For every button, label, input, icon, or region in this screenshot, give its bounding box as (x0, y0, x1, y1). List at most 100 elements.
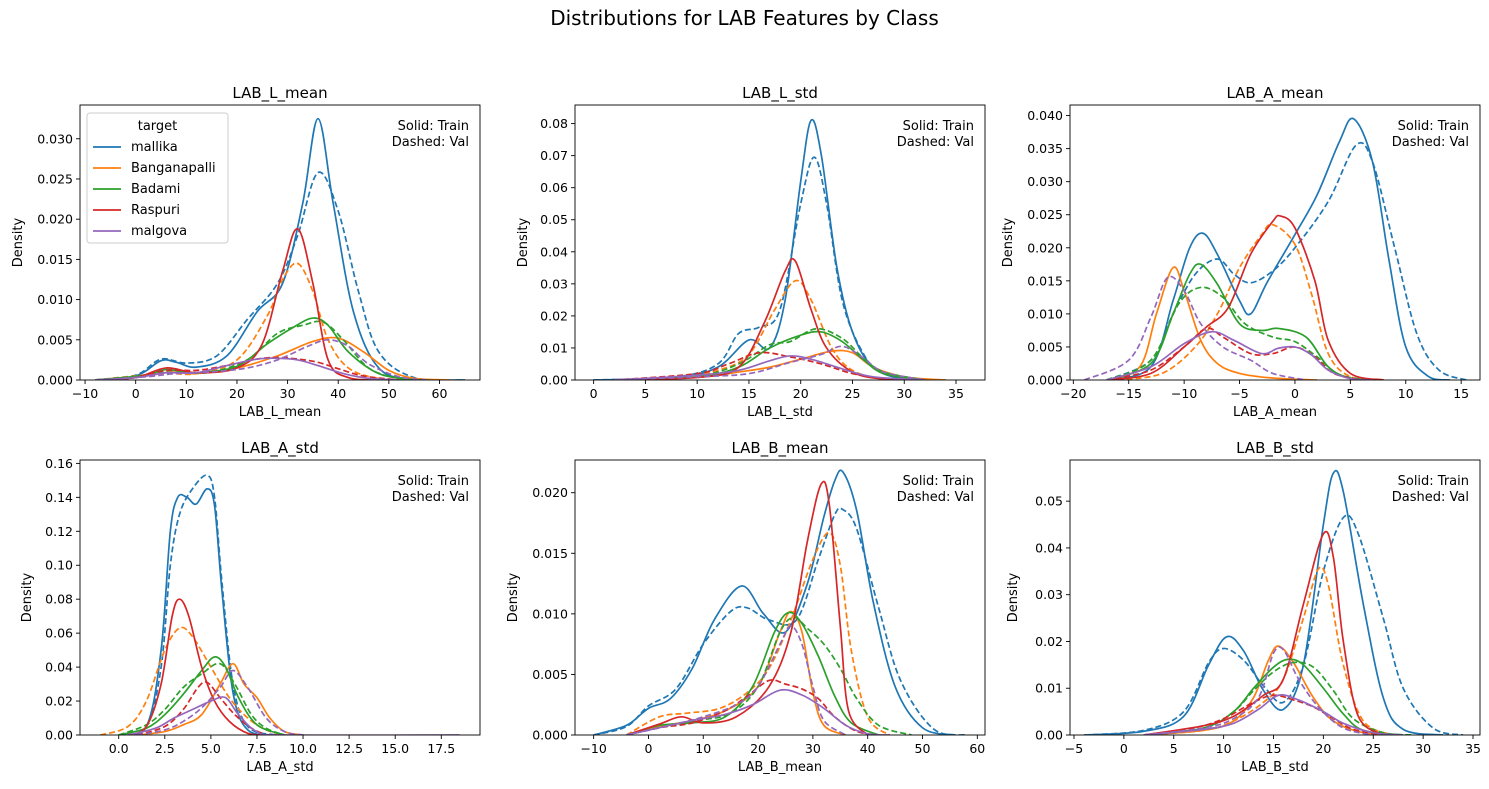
x-axis-label: LAB_A_mean (1233, 405, 1317, 420)
series-malgova-val (626, 625, 847, 735)
y-tick-label: 0.00 (1035, 728, 1063, 743)
series-Banganapalli-val (1143, 566, 1394, 735)
x-axis-label: LAB_A_std (246, 760, 313, 775)
series-mallika-val (593, 156, 926, 380)
series-Raspuri-val (614, 351, 925, 380)
legend-box (86, 112, 229, 244)
axes-frame (1069, 459, 1481, 736)
subplot-LAB_B_std: −5 0 5 10 15 20 25 30 35 0.00 0.01 0.02 0.03 0.04 0.05… (1006, 439, 1481, 775)
series-Badami-train (614, 330, 926, 380)
axes-frame (1069, 104, 1481, 381)
y-tick-label: 0.03 (540, 276, 568, 291)
series-Raspuri-train (95, 227, 379, 380)
series-malgova-val (95, 338, 430, 380)
split-annotation: Dashed: Val (1392, 135, 1469, 150)
x-tick-label: −10 (580, 741, 606, 756)
x-tick-label: 5 (1170, 741, 1178, 756)
y-tick-label: 0.015 (1027, 273, 1063, 288)
series-mallika-val (118, 474, 276, 735)
x-axis-label: LAB_B_std (1241, 760, 1308, 775)
x-tick-label: 17.5 (427, 741, 455, 756)
series-malgova-train (614, 355, 926, 380)
series-mallika-val (593, 507, 967, 735)
series-Raspuri-train (1143, 530, 1384, 735)
y-tick-label: 0.015 (532, 546, 568, 561)
x-tick-label: 20 (229, 386, 245, 401)
y-tick-label: 0.01 (540, 340, 568, 355)
y-tick-label: 0.040 (1027, 108, 1063, 123)
x-tick-label: 25 (845, 386, 861, 401)
legend-label: Raspuri (131, 203, 180, 218)
axes-frame (574, 459, 986, 736)
x-tick-label: 7.5 (247, 741, 267, 756)
y-tick-label: 0.02 (45, 694, 73, 709)
y-tick-label: 0.020 (532, 485, 568, 500)
y-tick-label: 0.000 (1027, 373, 1063, 388)
y-tick-label: 0.015 (37, 252, 73, 267)
x-tick-label: 5.0 (201, 741, 221, 756)
series-malgova-val (136, 669, 304, 735)
y-tick-label: 0.020 (1027, 240, 1063, 255)
x-tick-label: 20 (750, 741, 766, 756)
y-tick-label: 0.000 (532, 728, 568, 743)
y-tick-label: 0.025 (37, 171, 73, 186)
y-tick-label: 0.16 (45, 456, 73, 471)
series-Banganapalli-val (100, 626, 285, 735)
x-tick-label: 5 (641, 386, 649, 401)
series-malgova-train (95, 357, 400, 380)
series-Raspuri-train (1106, 214, 1384, 380)
x-axis-label: LAB_B_mean (738, 760, 822, 775)
split-annotation: Solid: Train (903, 119, 974, 134)
series-malgova-val (1143, 646, 1374, 735)
x-tick-label: 5 (1346, 386, 1354, 401)
x-tick-label: 60 (432, 386, 448, 401)
y-tick-label: 0.14 (45, 490, 73, 505)
series-malgova-train (1106, 330, 1373, 380)
y-axis-label: Density (11, 217, 26, 267)
x-tick-label: 25 (1365, 741, 1381, 756)
series-Badami-val (614, 327, 926, 380)
series-malgova-train (1143, 694, 1404, 735)
x-tick-label: 15 (1266, 741, 1282, 756)
y-tick-label: 0.04 (540, 244, 568, 259)
x-axis-label: LAB_L_mean (239, 405, 321, 420)
series-Banganapalli-val (626, 531, 891, 735)
y-tick-label: 0.025 (1027, 207, 1063, 222)
x-axis-label: LAB_L_std (747, 405, 813, 420)
split-annotation: Dashed: Val (897, 490, 974, 505)
x-tick-label: −10 (1171, 386, 1197, 401)
y-tick-label: 0.08 (45, 592, 73, 607)
axes-frame (574, 104, 986, 381)
series-mallika-train (593, 469, 956, 735)
legend-label: mallika (131, 140, 178, 155)
x-tick-label: 20 (1315, 741, 1331, 756)
y-tick-label: 0.10 (45, 558, 73, 573)
subplot-title: LAB_B_mean (731, 439, 828, 458)
split-annotation: Dashed: Val (392, 490, 469, 505)
x-tick-label: 40 (330, 386, 346, 401)
series-group (593, 118, 946, 380)
x-tick-label: 12.5 (335, 741, 363, 756)
y-tick-label: 0.01 (1035, 681, 1063, 696)
split-annotation: Solid: Train (398, 119, 469, 134)
subplot-LAB_L_std: 0 5 10 15 20 25 30 35 0.00 0.01 0.02 0.03 0.04 0.05 0.… (516, 84, 986, 420)
y-tick-label: 0.00 (45, 728, 73, 743)
split-annotation: Solid: Train (1398, 119, 1469, 134)
y-tick-label: 0.05 (540, 212, 568, 227)
x-tick-label: 15.0 (381, 741, 409, 756)
series-mallika-val (1083, 514, 1464, 735)
x-tick-label: 50 (915, 741, 931, 756)
x-tick-label: 0 (590, 386, 598, 401)
series-Badami-train (118, 656, 285, 735)
series-malgova-val (1084, 275, 1307, 380)
y-tick-label: 0.00 (540, 373, 568, 388)
x-tick-label: −10 (72, 386, 98, 401)
y-tick-label: 0.04 (1035, 540, 1063, 555)
legend-label: Badami (131, 182, 180, 197)
series-mallika-val (95, 171, 465, 380)
y-tick-label: 0.06 (540, 180, 568, 195)
split-annotation: Solid: Train (903, 474, 974, 489)
x-tick-label: 10 (178, 386, 194, 401)
series-mallika-val (1106, 141, 1467, 380)
